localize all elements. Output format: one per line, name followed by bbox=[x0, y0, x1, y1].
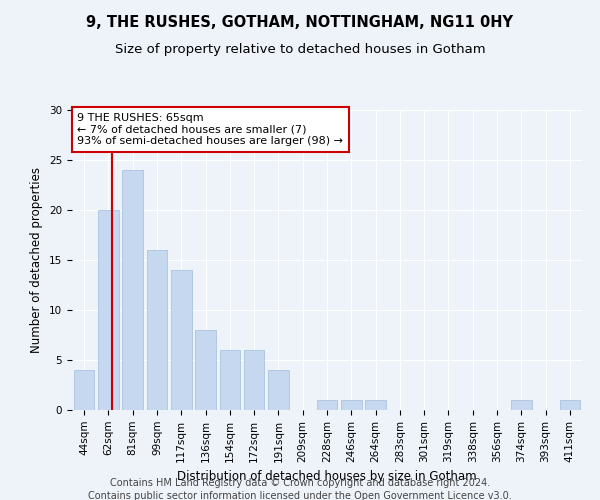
Bar bbox=[244, 350, 265, 410]
Y-axis label: Number of detached properties: Number of detached properties bbox=[31, 167, 43, 353]
Bar bbox=[317, 400, 337, 410]
Text: 9 THE RUSHES: 65sqm
← 7% of detached houses are smaller (7)
93% of semi-detached: 9 THE RUSHES: 65sqm ← 7% of detached hou… bbox=[77, 113, 343, 146]
Bar bbox=[122, 170, 143, 410]
Text: Contains public sector information licensed under the Open Government Licence v3: Contains public sector information licen… bbox=[88, 491, 512, 500]
Text: 9, THE RUSHES, GOTHAM, NOTTINGHAM, NG11 0HY: 9, THE RUSHES, GOTHAM, NOTTINGHAM, NG11 … bbox=[86, 15, 514, 30]
Bar bbox=[268, 370, 289, 410]
Bar bbox=[365, 400, 386, 410]
Text: Size of property relative to detached houses in Gotham: Size of property relative to detached ho… bbox=[115, 42, 485, 56]
Bar bbox=[74, 370, 94, 410]
Bar bbox=[195, 330, 216, 410]
Bar bbox=[98, 210, 119, 410]
X-axis label: Distribution of detached houses by size in Gotham: Distribution of detached houses by size … bbox=[177, 470, 477, 483]
Bar bbox=[560, 400, 580, 410]
Bar bbox=[220, 350, 240, 410]
Text: Contains HM Land Registry data © Crown copyright and database right 2024.: Contains HM Land Registry data © Crown c… bbox=[110, 478, 490, 488]
Bar bbox=[171, 270, 191, 410]
Bar bbox=[341, 400, 362, 410]
Bar bbox=[511, 400, 532, 410]
Bar bbox=[146, 250, 167, 410]
